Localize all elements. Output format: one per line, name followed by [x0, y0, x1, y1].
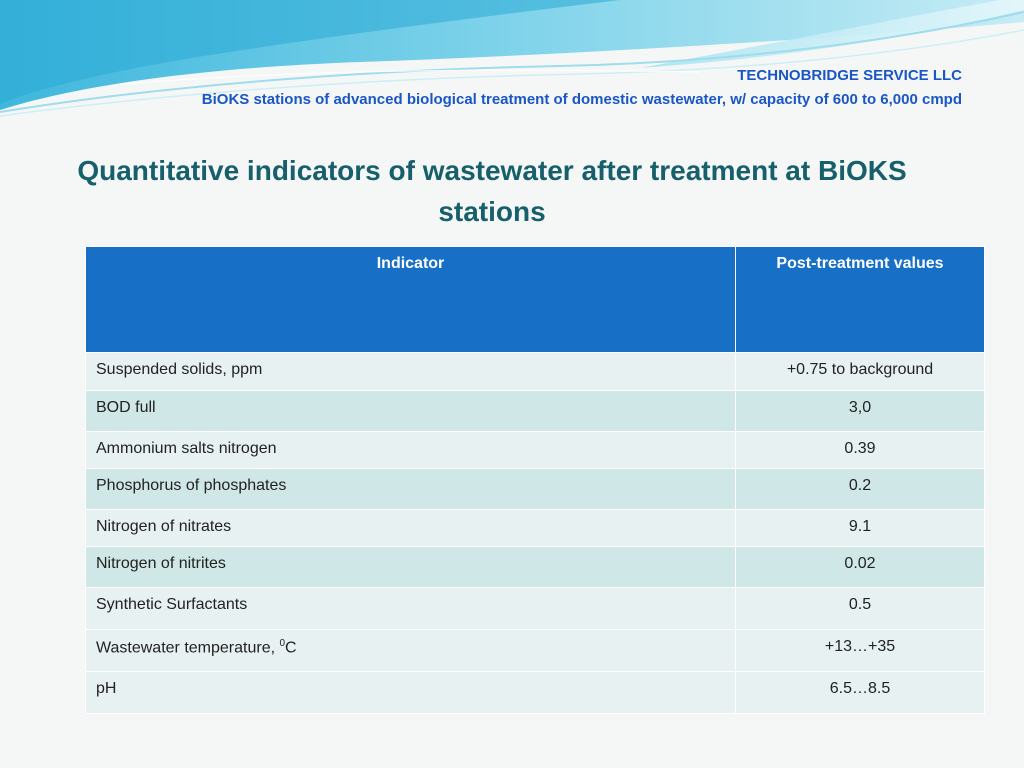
- indicator-unit: C: [285, 639, 297, 657]
- value-cell: 0.2: [735, 468, 985, 510]
- value-cell: 6.5…8.5: [735, 671, 985, 714]
- column-header-indicator: Indicator: [85, 246, 736, 353]
- table-row: Wastewater temperature, 0C +13…+35: [85, 629, 985, 672]
- column-header-values: Post-treatment values: [735, 246, 985, 353]
- header-subtitle: BiOKS stations of advanced biological tr…: [201, 91, 962, 108]
- indicator-cell: Nitrogen of nitrates: [85, 509, 736, 547]
- indicator-text: Wastewater temperature,: [96, 639, 280, 657]
- value-cell: 3,0: [735, 390, 985, 432]
- table-row: Synthetic Surfactants 0.5: [85, 587, 985, 630]
- value-cell: 9.1: [735, 509, 985, 547]
- table-row: Ammonium salts nitrogen 0.39: [85, 431, 985, 469]
- table-row: Phosphorus of phosphates 0.2: [85, 468, 985, 510]
- indicator-cell: Nitrogen of nitrites: [85, 546, 736, 588]
- slide-title: Quantitative indicators of wastewater af…: [77, 155, 907, 227]
- table-row: Nitrogen of nitrates 9.1: [85, 509, 985, 547]
- indicator-cell: BOD full: [85, 390, 736, 432]
- decorative-wave-background: [0, 0, 1024, 117]
- value-cell: +0.75 to background: [735, 352, 985, 391]
- value-cell: +13…+35: [735, 629, 985, 672]
- indicator-cell: Suspended solids, ppm: [85, 352, 736, 391]
- table-row: BOD full 3,0: [85, 390, 985, 432]
- value-cell: 0.02: [735, 546, 985, 588]
- slide-header: TECHNOBRIDGE SERVICE LLC BiOKS stations …: [202, 64, 962, 112]
- table-row: Suspended solids, ppm +0.75 to backgroun…: [85, 352, 985, 391]
- indicator-cell: Ammonium salts nitrogen: [85, 431, 736, 469]
- value-cell: 0.5: [735, 587, 985, 630]
- table-header-row: Indicator Post-treatment values: [85, 246, 985, 353]
- indicator-cell: Wastewater temperature, 0C: [85, 629, 736, 672]
- indicator-cell: Phosphorus of phosphates: [85, 468, 736, 510]
- indicators-table: Indicator Post-treatment values Suspende…: [85, 246, 985, 714]
- table-row: Nitrogen of nitrites 0.02: [85, 546, 985, 588]
- table-row: pH 6.5…8.5: [85, 671, 985, 714]
- indicator-cell: Synthetic Surfactants: [85, 587, 736, 630]
- indicator-cell: pH: [85, 671, 736, 714]
- degree-superscript: 0: [279, 638, 286, 649]
- company-name: TECHNOBRIDGE SERVICE LLC: [737, 67, 962, 84]
- value-cell: 0.39: [735, 431, 985, 469]
